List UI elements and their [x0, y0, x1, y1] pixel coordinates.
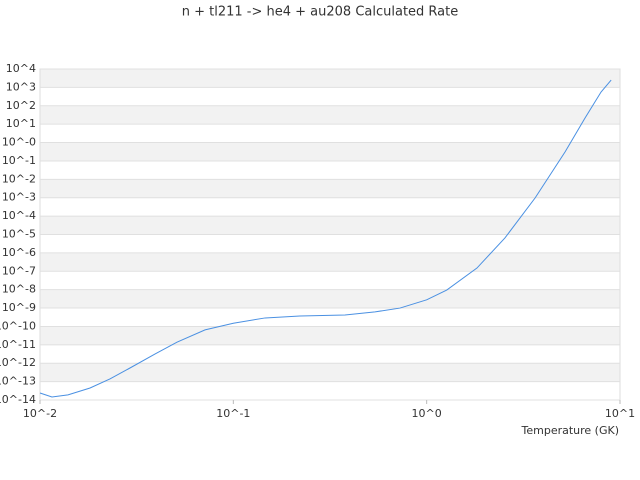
- grid-band: [40, 216, 620, 235]
- data-line: [39, 79, 612, 398]
- y-tick-label: 10^-7: [2, 264, 36, 277]
- y-tick-label: 10^-10: [0, 319, 36, 332]
- grid-band: [40, 69, 620, 88]
- grid-band: [40, 179, 620, 198]
- y-tick-label: 10^-1: [2, 154, 36, 167]
- y-tick-label: 10^-11: [0, 338, 36, 351]
- x-axis-label: Temperature (GK): [521, 424, 620, 437]
- y-tick-label: 10^-5: [2, 228, 36, 241]
- grid-band: [40, 105, 620, 125]
- y-tick-label: 10^-8: [2, 283, 36, 296]
- y-tick-label: 10^-9: [2, 301, 36, 314]
- grid-band: [40, 326, 620, 345]
- x-tick-label: 10^1: [605, 407, 635, 420]
- x-tick-label: 10^-1: [216, 407, 250, 420]
- y-tick-label: 10^-4: [2, 209, 36, 222]
- x-tick-label: 10^0: [412, 407, 442, 420]
- x-tick-label: 10^-2: [23, 407, 57, 420]
- y-tick-label: 10^-2: [2, 172, 36, 185]
- y-tick-label: 10^-6: [2, 246, 36, 259]
- y-tick-label: 10^-3: [2, 191, 36, 204]
- grid-band: [40, 142, 620, 161]
- chart-title: n + tl211 -> he4 + au208 Calculated Rate: [182, 5, 459, 20]
- y-tick-label: 10^3: [6, 80, 36, 93]
- grid-band: [40, 289, 620, 309]
- y-tick-label: 10^-0: [2, 136, 36, 149]
- y-tick-label: 10^4: [6, 62, 36, 75]
- y-tick-label: 10^2: [6, 99, 36, 112]
- plot-bands: [40, 69, 620, 382]
- y-tick-label: 10^-13: [0, 375, 36, 388]
- y-tick-label: 10^-14: [0, 393, 36, 406]
- grid-band: [40, 363, 620, 382]
- grid-band: [40, 252, 620, 272]
- y-tick-label: 10^-12: [0, 356, 36, 369]
- y-tick-label: 10^1: [6, 117, 36, 130]
